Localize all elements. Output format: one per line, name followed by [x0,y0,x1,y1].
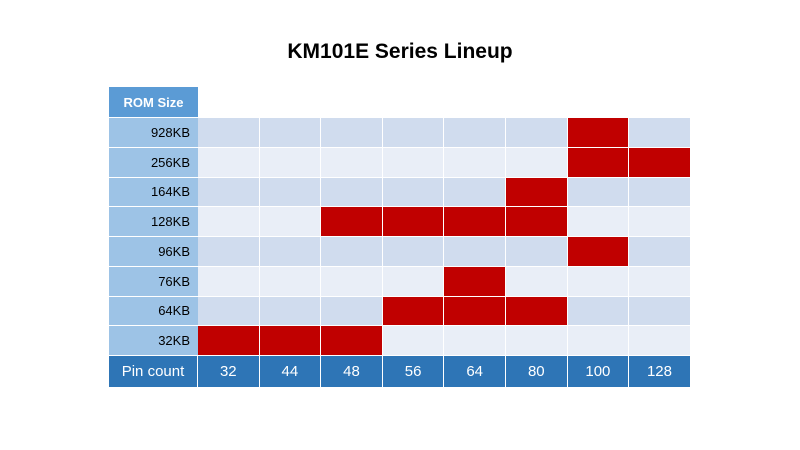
rom-size-label: 164KB [109,177,198,208]
available-cell [567,118,630,148]
empty-cell [506,147,568,178]
empty-cell [629,237,691,267]
empty-cell [321,237,383,267]
rom-size-label: 128KB [109,207,198,237]
empty-cell [629,177,691,208]
empty-cell [321,177,383,208]
empty-cell [506,266,568,297]
empty-cell [567,326,630,356]
rom-size-label: 928KB [109,118,198,148]
pin-count-label: 32 [198,356,260,387]
pin-count-label: 100 [567,356,630,387]
available-cell [259,326,322,356]
empty-cell [198,207,260,237]
empty-cell [259,237,322,267]
empty-cell [382,326,445,356]
empty-cell [321,147,383,178]
empty-cell [198,147,260,178]
empty-cell [506,118,568,148]
empty-cell [198,177,260,208]
available-cell [382,296,445,327]
empty-cell [259,207,322,237]
available-cell [321,207,383,237]
empty-cell [198,237,260,267]
empty-cell [567,266,630,297]
available-cell [629,147,691,178]
available-cell [321,326,383,356]
rom-size-header: ROM Size [109,87,198,117]
available-cell [444,296,506,327]
pin-count-label: 64 [444,356,506,387]
empty-cell [259,147,322,178]
empty-cell [382,266,445,297]
available-cell [444,207,506,237]
rom-size-label: 96KB [109,237,198,267]
empty-cell [567,177,630,208]
available-cell [567,237,630,267]
rom-size-label: 64KB [109,296,198,327]
empty-cell [259,118,322,148]
available-cell [506,296,568,327]
pin-count-header: Pin count [109,356,198,387]
empty-cell [259,266,322,297]
empty-cell [198,296,260,327]
empty-cell [321,296,383,327]
empty-cell [444,326,506,356]
empty-cell [321,118,383,148]
empty-cell [382,147,445,178]
chart-title: KM101E Series Lineup [287,40,513,63]
empty-cell [259,177,322,208]
available-cell [567,147,630,178]
rom-size-label: 32KB [109,326,198,356]
empty-cell [629,207,691,237]
empty-cell [382,118,445,148]
pin-count-label: 44 [259,356,322,387]
available-cell [506,207,568,237]
empty-cell [444,147,506,178]
empty-cell [198,266,260,297]
empty-cell [567,296,630,327]
empty-cell [382,237,445,267]
empty-cell [444,177,506,208]
empty-cell [629,296,691,327]
empty-cell [506,237,568,267]
available-cell [506,177,568,208]
pin-count-label: 48 [321,356,383,387]
empty-cell [444,118,506,148]
pin-count-label: 56 [382,356,445,387]
rom-size-label: 76KB [109,266,198,297]
empty-cell [382,177,445,208]
available-cell [444,266,506,297]
available-cell [198,326,260,356]
empty-cell [629,118,691,148]
empty-cell [567,207,630,237]
empty-cell [506,326,568,356]
pin-count-label: 128 [629,356,691,387]
empty-cell [259,296,322,327]
empty-cell [198,118,260,148]
empty-cell [629,326,691,356]
empty-cell [444,237,506,267]
available-cell [382,207,445,237]
empty-cell [321,266,383,297]
rom-size-label: 256KB [109,147,198,178]
pin-count-label: 80 [506,356,568,387]
empty-cell [629,266,691,297]
